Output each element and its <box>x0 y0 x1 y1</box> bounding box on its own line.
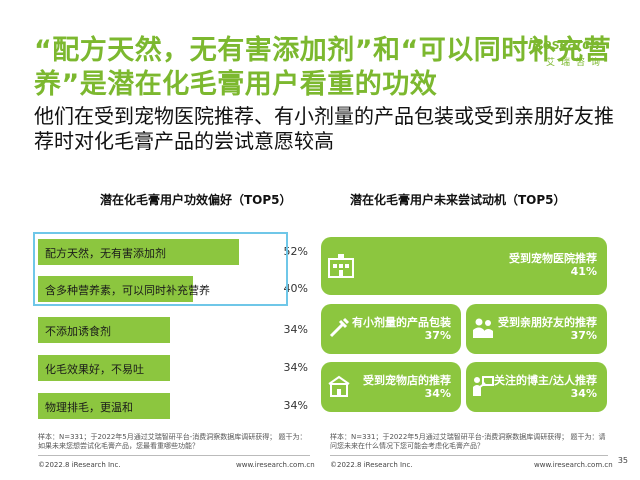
bar-row: 物理排毛，更温和 34% <box>38 393 318 419</box>
right-chart-title: 潜在化毛膏用户未来尝试动机（TOP5） <box>350 193 566 207</box>
bar-row: 化毛效果好，不易吐 34% <box>38 355 318 381</box>
syringe-icon <box>329 317 350 338</box>
left-note: 样本：N=331；于2022年5月通过艾瑞智研平台-消费洞察数据库调研获得； 题… <box>38 433 307 450</box>
bar-value-label: 34% <box>283 361 308 374</box>
bar-label: 含多种营养素，可以同时补充营养 <box>45 284 210 297</box>
tile-friends-label: 受到亲朋好友的推荐 <box>498 316 597 329</box>
bar-label: 配方天然，无有害添加剂 <box>45 247 166 260</box>
bar <box>38 355 170 381</box>
bar-value-label: 52% <box>283 245 308 258</box>
right-url: www.iresearch.com.cn <box>534 461 613 469</box>
tile-blogger-value: 34% <box>570 387 597 400</box>
right-copyright: ©2022.8 iResearch Inc. <box>330 461 413 469</box>
highlight-box <box>33 232 288 306</box>
tile-hospital-label: 受到宠物医院推荐 <box>509 252 597 265</box>
people-icon <box>473 318 493 338</box>
logo-brand: iResearch <box>528 36 600 53</box>
tile-friends: 受到亲朋好友的推荐 37% <box>466 304 607 354</box>
tile-small-pack-label: 有小剂量的产品包装 <box>352 316 451 329</box>
bar <box>38 317 170 343</box>
page-subtitle: 他们在受到宠物医院推荐、有小剂量的产品包装或受到亲朋好友推荐时对化毛膏产品的尝试… <box>34 104 614 153</box>
bar-row: 含多种营养素，可以同时补充营养 40% <box>38 276 318 302</box>
logo-cn: 艾瑞咨询 <box>546 58 607 68</box>
right-footer-divider <box>330 455 608 456</box>
bar-value-label: 34% <box>283 323 308 336</box>
right-note: 样本：N=331；于2022年5月通过艾瑞智研平台-消费洞察数据库调研获得； 题… <box>330 433 606 450</box>
bar-row: 配方天然，无有害添加剂 52% <box>38 239 318 265</box>
bar <box>38 276 193 302</box>
tile-blogger-label: 关注的博主/达人推荐 <box>493 374 597 387</box>
bar <box>38 393 170 419</box>
iresearch-logo: iResearch 艾瑞咨询 <box>528 36 608 70</box>
left-url: www.iresearch.com.cn <box>236 461 315 469</box>
bar <box>38 239 239 265</box>
page-number: 35 <box>617 456 628 465</box>
tile-pet-shop-value: 34% <box>424 387 451 400</box>
bar-value-label: 34% <box>283 399 308 412</box>
bar-value-label: 40% <box>283 282 308 295</box>
tile-friends-value: 37% <box>570 329 597 342</box>
bar-row: 不添加诱食剂 34% <box>38 317 318 343</box>
bar-label: 物理排毛，更温和 <box>45 401 133 414</box>
tile-pet-shop: 受到宠物店的推荐 34% <box>321 362 461 412</box>
hospital-icon <box>328 254 354 278</box>
left-chart-title: 潜在化毛膏用户功效偏好（TOP5） <box>100 193 292 207</box>
shop-icon <box>328 375 350 397</box>
left-copyright: ©2022.8 iResearch Inc. <box>38 461 121 469</box>
left-footer-divider <box>38 455 310 456</box>
tile-small-pack-value: 37% <box>424 329 451 342</box>
presenter-icon <box>473 376 494 396</box>
tile-hospital: 受到宠物医院推荐 41% <box>321 237 607 295</box>
tile-small-pack: 有小剂量的产品包装 37% <box>321 304 461 354</box>
tile-hospital-value: 41% <box>570 265 597 278</box>
bar-label: 不添加诱食剂 <box>45 325 111 338</box>
bar-label: 化毛效果好，不易吐 <box>45 363 144 376</box>
page-title: “配方天然，无有害添加剂”和“可以同时补充营养”是潜在化毛膏用户看重的功效 <box>34 35 612 100</box>
tile-blogger: 关注的博主/达人推荐 34% <box>466 362 607 412</box>
tile-pet-shop-label: 受到宠物店的推荐 <box>363 374 451 387</box>
